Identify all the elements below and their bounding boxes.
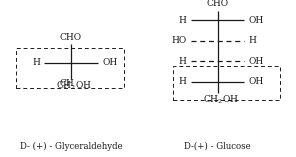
Text: D-(+) - Glucose: D-(+) - Glucose [184,142,251,151]
Text: OH: OH [249,16,264,25]
Text: CHO: CHO [207,0,229,8]
Text: H: H [32,58,40,67]
Text: H: H [178,16,186,25]
Text: OH: OH [249,77,264,86]
Bar [16,48,124,88]
Text: H: H [178,57,186,66]
Text: OH: OH [249,57,264,66]
Text: H: H [178,77,186,86]
Text: HO: HO [171,36,186,45]
Text: D- (+) - Glyceraldehyde: D- (+) - Glyceraldehyde [20,142,123,151]
Text: CH: CH [59,79,74,88]
Text: CHO: CHO [60,33,82,42]
Text: OH: OH [102,58,118,67]
Text: $\mathregular{CH_2OH}$: $\mathregular{CH_2OH}$ [202,93,239,106]
Text: $\mathregular{CH_2OH}$: $\mathregular{CH_2OH}$ [56,79,92,92]
Text: H: H [249,36,257,45]
Bar [173,66,280,100]
